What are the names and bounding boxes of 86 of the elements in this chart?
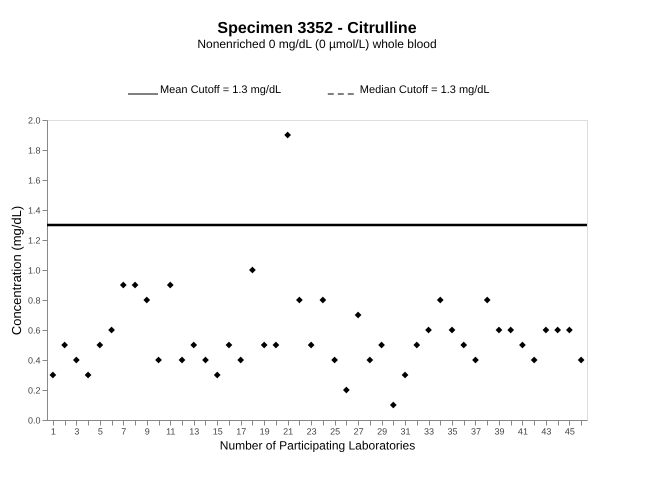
point xyxy=(260,342,268,348)
y-tick-label: 1.8 xyxy=(28,146,40,156)
y-tick-label: 1.6 xyxy=(28,176,40,186)
point xyxy=(425,326,432,334)
point xyxy=(272,342,280,348)
point xyxy=(496,326,502,334)
x-tick-label: 13 xyxy=(189,426,200,436)
y-tick-label: 2.0 xyxy=(28,116,40,126)
chart-title: Specimen 3352 - Citrulline xyxy=(217,20,417,37)
point xyxy=(448,326,456,334)
x-tick-label: 37 xyxy=(470,426,481,436)
x-tick-label: 43 xyxy=(541,426,552,436)
x-tick-label: 15 xyxy=(212,426,223,436)
point xyxy=(402,372,408,378)
point xyxy=(331,356,338,364)
point xyxy=(530,356,538,364)
x-tick-label: 21 xyxy=(283,426,294,436)
y-axis-title: Concentration (mg/dL) xyxy=(8,206,24,336)
point xyxy=(378,342,385,348)
x-tick-label: 9 xyxy=(144,426,150,436)
y-tick-label: 0.2 xyxy=(28,386,40,396)
point xyxy=(155,356,162,364)
point xyxy=(519,342,526,348)
point xyxy=(366,356,374,364)
point xyxy=(237,356,244,364)
point xyxy=(96,342,104,348)
y-tick-label: 0.4 xyxy=(28,356,40,366)
x-tick-label: 39 xyxy=(494,426,504,436)
point xyxy=(320,296,326,304)
point xyxy=(460,342,468,348)
x-tick-label: 33 xyxy=(424,426,434,436)
y-tick-label: 0.6 xyxy=(28,326,40,336)
point xyxy=(566,326,573,334)
point xyxy=(178,356,186,364)
x-tick-label: 11 xyxy=(166,426,176,436)
point xyxy=(50,372,56,378)
point xyxy=(342,386,350,394)
point xyxy=(484,296,491,304)
point xyxy=(84,372,92,378)
x-tick-label: 23 xyxy=(306,426,317,436)
point xyxy=(166,282,174,288)
point xyxy=(132,282,138,288)
x-axis-title: Number of Participating Laboratories xyxy=(220,438,416,452)
point xyxy=(108,326,115,334)
point xyxy=(214,372,221,378)
point xyxy=(542,326,550,334)
x-tick-label: 29 xyxy=(377,426,388,436)
point xyxy=(202,356,209,364)
point xyxy=(226,342,232,348)
chart-subtitle: Nonenriched 0 mg/dL (0 µmol/L) whole blood xyxy=(197,37,437,51)
y-tick-label: 1.2 xyxy=(28,236,40,246)
x-tick-label: 7 xyxy=(121,426,126,436)
point xyxy=(554,326,562,334)
point xyxy=(354,312,362,318)
x-tick-label: 31 xyxy=(400,426,411,436)
point xyxy=(249,266,256,274)
point xyxy=(308,342,314,348)
point xyxy=(578,356,584,364)
point xyxy=(143,296,150,304)
point xyxy=(120,282,127,288)
text: Median Cutoff = 1.3 mg/dL xyxy=(360,84,490,96)
point xyxy=(296,296,303,304)
point xyxy=(190,342,198,348)
x-tick-label: 41 xyxy=(518,426,528,436)
point xyxy=(472,356,479,364)
x-tick-label: 45 xyxy=(564,426,575,436)
legend-label: Mean Cutoff = 1.3 mg/dL xyxy=(160,84,282,96)
x-tick-label: 17 xyxy=(236,426,246,436)
x-tick-label: 25 xyxy=(330,426,340,436)
x-tick-label: 1 xyxy=(50,426,56,436)
y-tick-label: 0.0 xyxy=(28,416,40,426)
point xyxy=(61,342,68,348)
point xyxy=(507,326,514,334)
point xyxy=(436,296,444,304)
x-tick-label: 27 xyxy=(354,426,364,436)
point xyxy=(72,356,80,364)
y-tick-label: 0.8 xyxy=(28,296,40,306)
point xyxy=(413,342,420,348)
x-tick-label: 5 xyxy=(98,426,103,436)
x-tick-label: 3 xyxy=(74,426,80,436)
y-tick-label: 1.4 xyxy=(28,206,40,216)
y-tick-label: 1.0 xyxy=(28,266,40,276)
x-tick-label: 35 xyxy=(447,426,458,436)
point xyxy=(390,402,397,408)
x-tick-label: 19 xyxy=(260,426,270,436)
point xyxy=(284,132,292,138)
